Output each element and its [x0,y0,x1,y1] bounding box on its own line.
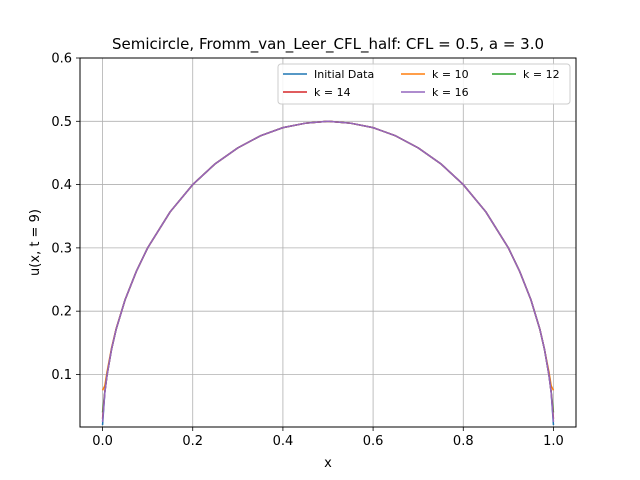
legend: Initial Data k = 10 k = 12 k = 14 k = 16 [277,63,571,105]
legend-entry-label: k = 14 [314,86,351,99]
x-tick-label: 0.4 [273,434,294,449]
y-tick-label: 0.4 [51,178,72,193]
legend-entry-label: k = 10 [432,68,469,81]
x-axis: 0.0 0.2 0.4 0.6 0.8 1.0 [92,427,564,449]
y-axis: 0.1 0.2 0.3 0.4 0.5 0.6 [51,52,80,383]
legend-entry-label: Initial Data [314,68,374,81]
y-tick-label: 0.5 [51,115,72,130]
chart-title: Semicircle, Fromm_van_Leer_CFL_half: CFL… [112,35,544,54]
series-lines [101,120,555,426]
x-tick-label: 0.8 [453,434,474,449]
x-tick-label: 1.0 [543,434,564,449]
y-tick-label: 0.6 [51,52,72,67]
x-tick-label: 0.0 [92,434,113,449]
x-tick-label: 0.2 [182,434,203,449]
legend-entry-label: k = 12 [523,68,560,81]
y-tick-label: 0.2 [51,305,72,320]
y-axis-label: u(x, t = 9) [28,209,43,276]
y-tick-label: 0.3 [51,241,72,256]
x-tick-label: 0.6 [363,434,384,449]
series-line-5 [101,120,555,422]
plot-frame [79,57,577,428]
legend-entry-label: k = 16 [432,86,469,99]
y-tick-label: 0.1 [51,368,72,383]
x-axis-label: x [324,456,332,471]
